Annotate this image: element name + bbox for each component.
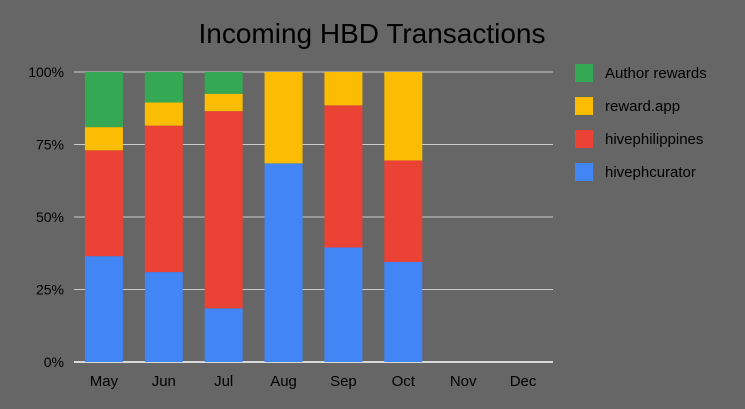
legend-label: hivephilippines — [605, 131, 703, 148]
bar-segment — [144, 72, 183, 103]
x-tick-label: Aug — [270, 373, 297, 390]
bar-segment — [84, 256, 123, 362]
bar-segment — [384, 160, 423, 262]
bar-segment — [144, 272, 183, 362]
legend-label: Author rewards — [605, 65, 707, 82]
bar-segment — [324, 105, 363, 248]
bar-segment — [324, 72, 363, 106]
x-tick-label: Dec — [510, 373, 537, 390]
bar-segment — [384, 261, 423, 362]
y-tick-label: 100% — [28, 64, 64, 80]
legend: Author rewards reward.app hivephilippines h… — [575, 64, 707, 181]
x-tick-label: Nov — [450, 373, 477, 390]
bar-segment — [84, 127, 123, 151]
y-tick-label: 25% — [36, 282, 64, 298]
x-tick-label: Jul — [214, 373, 233, 390]
bar-segment — [204, 93, 243, 112]
x-tick-label: May — [90, 373, 119, 390]
legend-swatch — [575, 163, 593, 181]
bar-segment — [84, 150, 123, 257]
bar-segment — [204, 72, 243, 94]
x-axis-ticks: May Jun Jul Aug Sep Oct Nov Dec — [90, 373, 537, 390]
legend-label: reward.app — [605, 98, 680, 115]
bar-segment — [144, 102, 183, 126]
legend-label: hivephcurator — [605, 164, 696, 181]
legend-swatch — [575, 97, 593, 115]
y-tick-label: 50% — [36, 209, 64, 225]
x-tick-label: Oct — [392, 373, 416, 390]
bars — [84, 72, 423, 362]
y-tick-label: 75% — [36, 137, 64, 153]
legend-swatch — [575, 130, 593, 148]
bar-segment — [264, 163, 303, 362]
x-tick-label: Sep — [330, 373, 357, 390]
y-tick-label: 0% — [44, 354, 64, 370]
chart-title: Incoming HBD Transactions — [198, 18, 545, 49]
bar-segment — [204, 308, 243, 362]
bar-segment — [84, 72, 123, 128]
y-axis-ticks: 0% 25% 50% 75% 100% — [28, 64, 64, 370]
bar-segment — [204, 111, 243, 309]
x-tick-label: Jun — [152, 373, 176, 390]
bar-segment — [264, 72, 303, 164]
bar-segment — [324, 247, 363, 362]
bar-segment — [144, 125, 183, 273]
legend-swatch — [575, 64, 593, 82]
bar-segment — [384, 72, 423, 161]
